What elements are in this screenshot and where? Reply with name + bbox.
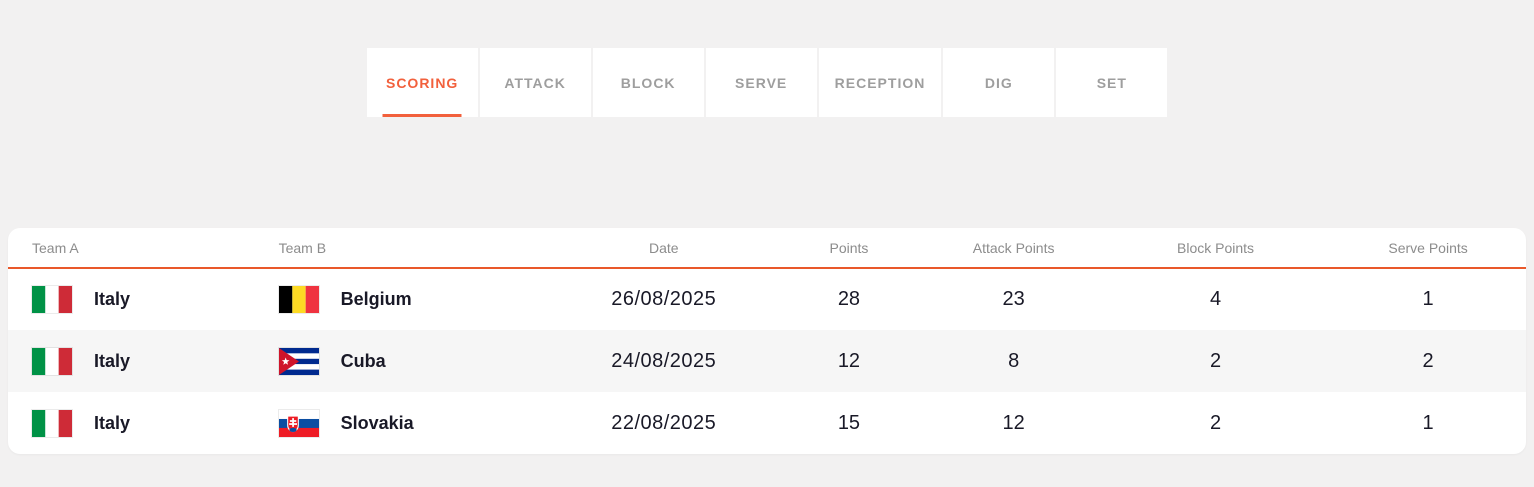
belgium-flag-icon (278, 286, 319, 313)
team-b: Belgium (271, 286, 556, 313)
team-b-cell: Slovakia (271, 392, 556, 454)
tab-label: DIG (984, 74, 1013, 91)
tab-label: BLOCK (620, 74, 676, 91)
team-a: Italy (8, 347, 271, 375)
points-cell: 28 (837, 288, 861, 310)
tab-serve[interactable]: SERVE (705, 48, 817, 117)
col-header-date: Date (555, 228, 772, 269)
table-header-row: Team A Team B Date Points Attack Points … (8, 228, 1526, 269)
serve-points-cell: 1 (1422, 411, 1434, 434)
match-row[interactable]: Italy Cuba (8, 330, 1526, 392)
tab-scoring[interactable]: SCORING (366, 48, 478, 117)
team-a-cell: Italy (8, 268, 271, 330)
date-cell: 22/08/2025 (611, 411, 717, 434)
serve-points-cell: 1 (1422, 288, 1434, 310)
team-b: Cuba (271, 347, 556, 375)
team-b-name: Cuba (340, 350, 386, 371)
team-a: Italy (8, 409, 271, 437)
stats-tab-bar: SCORING ATTACK BLOCK SERVE RECEPTION DIG… (0, 48, 1534, 117)
italy-flag-icon (32, 409, 72, 437)
points-cell: 15 (837, 411, 861, 434)
date-cell: 26/08/2025 (611, 288, 717, 310)
team-b-name: Belgium (340, 289, 412, 309)
tab-label: SERVE (735, 74, 788, 91)
match-row[interactable]: Italy (8, 392, 1526, 454)
team-a-cell: Italy (8, 330, 271, 392)
italy-flag-icon (32, 347, 72, 375)
team-a-name: Italy (94, 289, 131, 309)
team-b-cell: Cuba (271, 330, 556, 392)
tab-attack[interactable]: ATTACK (479, 48, 591, 117)
col-header-team-b: Team B (270, 228, 556, 269)
col-header-team-a: Team A (8, 228, 271, 269)
serve-points-cell: 2 (1422, 349, 1434, 372)
page: SCORING ATTACK BLOCK SERVE RECEPTION DIG… (0, 48, 1534, 454)
tab-label: RECEPTION (834, 74, 926, 91)
tab-reception[interactable]: RECEPTION (818, 48, 942, 117)
tab-label: SET (1096, 74, 1127, 91)
tab-block[interactable]: BLOCK (592, 48, 704, 117)
match-row[interactable]: Italy Belgium 26/08/2025 28 23 (8, 268, 1526, 330)
team-b: Slovakia (271, 409, 556, 437)
team-a-cell: Italy (8, 392, 271, 454)
col-header-serve-points: Serve Points (1330, 228, 1526, 269)
date-cell: 24/08/2025 (611, 349, 717, 372)
team-b-cell: Belgium (271, 268, 556, 330)
block-points-cell: 2 (1209, 349, 1222, 372)
italy-flag-icon (32, 286, 72, 313)
tab-set[interactable]: SET (1056, 48, 1168, 117)
tab-label: ATTACK (504, 74, 566, 91)
points-cell: 12 (837, 349, 861, 372)
match-stats-table: Team A Team B Date Points Attack Points … (8, 228, 1526, 454)
tab-label: SCORING (385, 74, 459, 91)
team-a-name: Italy (94, 350, 131, 371)
attack-points-cell: 12 (1002, 411, 1025, 434)
attack-points-cell: 8 (1008, 349, 1020, 372)
col-header-attack-points: Attack Points (926, 228, 1101, 269)
block-points-cell: 4 (1209, 288, 1222, 310)
team-a: Italy (8, 286, 271, 313)
attack-points-cell: 23 (1002, 288, 1025, 310)
col-header-points: Points (771, 228, 927, 269)
tab-dig[interactable]: DIG (943, 48, 1055, 117)
team-b-name: Slovakia (340, 412, 414, 433)
slovakia-flag-icon (278, 409, 319, 437)
col-header-block-points: Block Points (1100, 228, 1331, 269)
cuba-flag-icon (278, 347, 319, 375)
team-a-name: Italy (94, 412, 131, 433)
block-points-cell: 2 (1209, 411, 1222, 434)
match-stats-card: Team A Team B Date Points Attack Points … (8, 228, 1526, 454)
